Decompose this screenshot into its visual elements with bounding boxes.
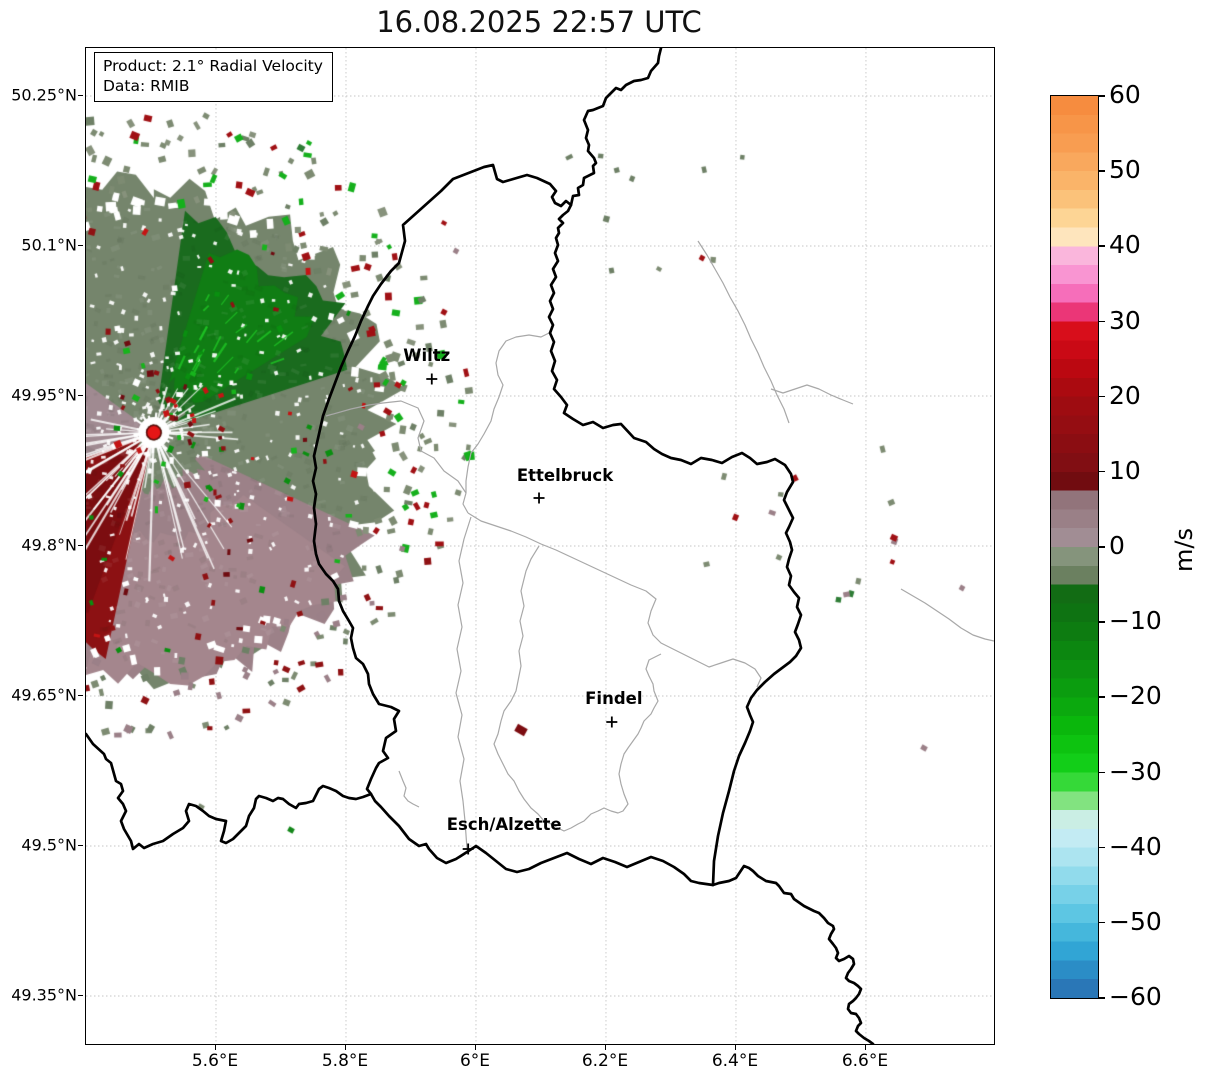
x-tick-mark — [214, 1045, 217, 1050]
x-tick-label: 6.6°E — [841, 1051, 889, 1071]
x-tick-label: 6.2°E — [581, 1051, 629, 1071]
colorbar-tick-mark — [1098, 997, 1105, 999]
x-tick-label: 6.4°E — [711, 1051, 759, 1071]
x-tick-mark — [474, 1045, 477, 1050]
city-marker-cross — [426, 373, 438, 385]
y-tick-mark — [78, 245, 83, 247]
y-tick-mark — [78, 395, 83, 397]
city-marker-cross — [462, 843, 474, 855]
colorbar-tick-mark — [1098, 846, 1105, 849]
y-tick-label: 49.8°N — [21, 535, 77, 555]
colorbar-tick-mark — [1098, 470, 1105, 473]
colorbar-tick-label: 10 — [1109, 455, 1141, 485]
y-tick-mark — [78, 545, 83, 547]
city-label-findel: Findel — [585, 689, 643, 708]
product-info-line2: Data: RMIB — [103, 77, 190, 96]
colorbar-tick-label: 0 — [1109, 530, 1125, 560]
x-tick-label: 5.6°E — [191, 1051, 239, 1071]
city-marker-cross — [606, 716, 618, 728]
colorbar-tick-label: −20 — [1109, 681, 1162, 711]
colorbar-unit-label: m/s — [1170, 528, 1198, 572]
colorbar-tick-label: −10 — [1109, 606, 1162, 636]
velocity-colorbar — [1050, 95, 1099, 999]
y-tick-mark — [78, 845, 83, 847]
y-tick-label: 49.35°N — [11, 985, 77, 1005]
colorbar-tick-mark — [1098, 696, 1105, 698]
y-tick-label: 49.95°N — [11, 385, 77, 405]
colorbar-tick-label: 20 — [1109, 380, 1141, 410]
colorbar-tick-mark — [1098, 95, 1105, 97]
y-tick-label: 50.1°N — [21, 235, 77, 255]
colorbar-tick-mark — [1098, 395, 1105, 398]
x-tick-mark — [864, 1045, 867, 1050]
city-label-ettelbruck: Ettelbruck — [516, 466, 614, 485]
colorbar-tick-mark — [1098, 546, 1105, 548]
colorbar-tick-label: −30 — [1109, 756, 1162, 786]
map-borders-layer — [86, 48, 994, 1044]
city-label-esch-alzette: Esch/Alzette — [446, 815, 562, 834]
colorbar-tick-label: −60 — [1109, 981, 1162, 1011]
colorbar-tick-label: −50 — [1109, 906, 1162, 936]
x-tick-label: 6°E — [459, 1051, 490, 1071]
city-label-wiltz: Wiltz — [403, 346, 451, 365]
product-info-box: Product: 2.1° Radial Velocity Data: RMIB — [94, 52, 333, 102]
y-tick-label: 49.5°N — [21, 835, 77, 855]
map-plot-area: Product: 2.1° Radial Velocity Data: RMIB… — [85, 47, 995, 1045]
y-tick-mark — [78, 695, 83, 697]
product-info-line1: Product: 2.1° Radial Velocity — [103, 57, 323, 75]
colorbar-tick-label: 60 — [1109, 79, 1141, 109]
colorbar-tick-mark — [1098, 170, 1105, 172]
colorbar-tick-label: 40 — [1109, 230, 1141, 260]
x-tick-mark — [344, 1045, 347, 1050]
x-tick-label: 5.8°E — [321, 1051, 369, 1071]
city-marker-cross — [533, 492, 545, 504]
figure-title: 16.08.2025 22:57 UTC — [376, 5, 702, 39]
x-tick-mark — [604, 1045, 607, 1050]
colorbar-tick-label: 30 — [1109, 305, 1141, 335]
y-tick-mark — [78, 95, 83, 97]
x-tick-mark — [734, 1045, 737, 1050]
y-tick-mark — [78, 995, 83, 997]
y-tick-label: 50.25°N — [11, 85, 77, 105]
colorbar-tick-label: −40 — [1109, 831, 1162, 861]
colorbar-tick-mark — [1098, 621, 1105, 623]
colorbar-tick-mark — [1098, 771, 1105, 773]
colorbar-tick-mark — [1098, 921, 1105, 924]
colorbar-tick-label: 50 — [1109, 155, 1141, 185]
radar-field-canvas — [86, 48, 994, 1044]
y-tick-label: 49.65°N — [11, 685, 77, 705]
colorbar-tick-mark — [1098, 245, 1105, 247]
colorbar-tick-mark — [1098, 320, 1105, 322]
